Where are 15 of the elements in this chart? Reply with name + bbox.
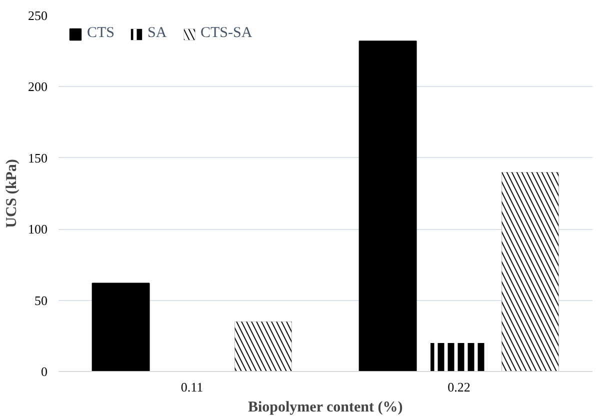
legend-label: SA [148,25,168,42]
y-tick-label: 250 [28,8,48,23]
bar [358,40,417,372]
legend-label: CTS-SA [200,25,252,42]
x-tick-label: 0.11 [180,380,204,394]
bar [92,282,150,372]
y-axis-title: UCS (kPa) [4,159,20,228]
y-tick-label: 200 [28,79,48,94]
x-axis-title: Biopolymer content (%) [248,400,403,416]
y-tick-label: 50 [34,292,48,308]
legend-label: CTS [87,25,115,42]
y-tick-label: 150 [28,150,48,166]
x-tick-label: 0.22 [448,380,470,394]
y-tick-label: 100 [28,222,48,237]
y-tick-label: 0 [41,364,48,379]
